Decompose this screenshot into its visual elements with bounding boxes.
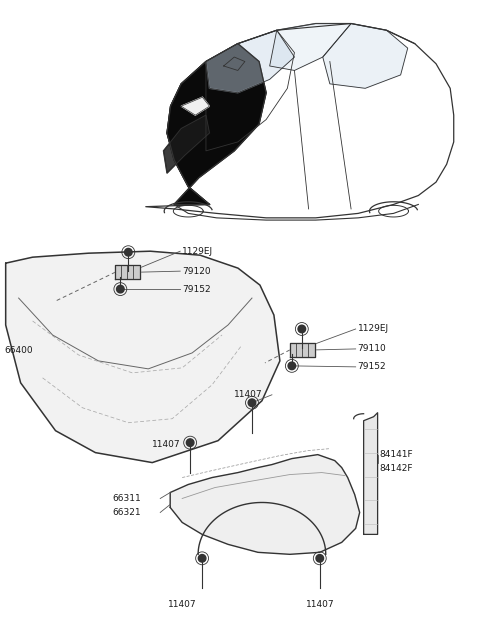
Circle shape <box>186 439 194 446</box>
Text: 11407: 11407 <box>152 440 181 449</box>
Polygon shape <box>115 265 140 279</box>
Polygon shape <box>164 115 209 173</box>
Text: 66400: 66400 <box>5 347 33 356</box>
Text: 11407: 11407 <box>234 390 263 399</box>
Polygon shape <box>6 251 280 462</box>
Circle shape <box>117 285 124 293</box>
Text: 84141F: 84141F <box>380 450 413 459</box>
Polygon shape <box>170 455 360 554</box>
Polygon shape <box>323 24 408 88</box>
Circle shape <box>298 325 306 333</box>
Circle shape <box>124 248 132 256</box>
Circle shape <box>248 399 256 406</box>
Circle shape <box>288 362 296 370</box>
Text: 1129EJ: 1129EJ <box>182 247 213 256</box>
Text: 79110: 79110 <box>358 345 386 354</box>
Polygon shape <box>290 343 315 357</box>
Text: 1129EJ: 1129EJ <box>358 325 389 334</box>
Text: 11407: 11407 <box>306 600 335 609</box>
Polygon shape <box>206 30 294 93</box>
Circle shape <box>316 554 324 562</box>
Text: 11407: 11407 <box>168 600 197 609</box>
Polygon shape <box>364 413 378 534</box>
Text: 79120: 79120 <box>182 267 211 276</box>
Polygon shape <box>167 44 266 204</box>
Polygon shape <box>224 57 245 71</box>
Text: 79152: 79152 <box>182 285 211 294</box>
Polygon shape <box>270 24 351 71</box>
Text: 66311: 66311 <box>112 494 141 503</box>
Text: 79152: 79152 <box>358 363 386 372</box>
Text: 84142F: 84142F <box>380 464 413 473</box>
Polygon shape <box>181 97 209 115</box>
Text: 66321: 66321 <box>112 508 141 517</box>
Circle shape <box>198 554 206 562</box>
